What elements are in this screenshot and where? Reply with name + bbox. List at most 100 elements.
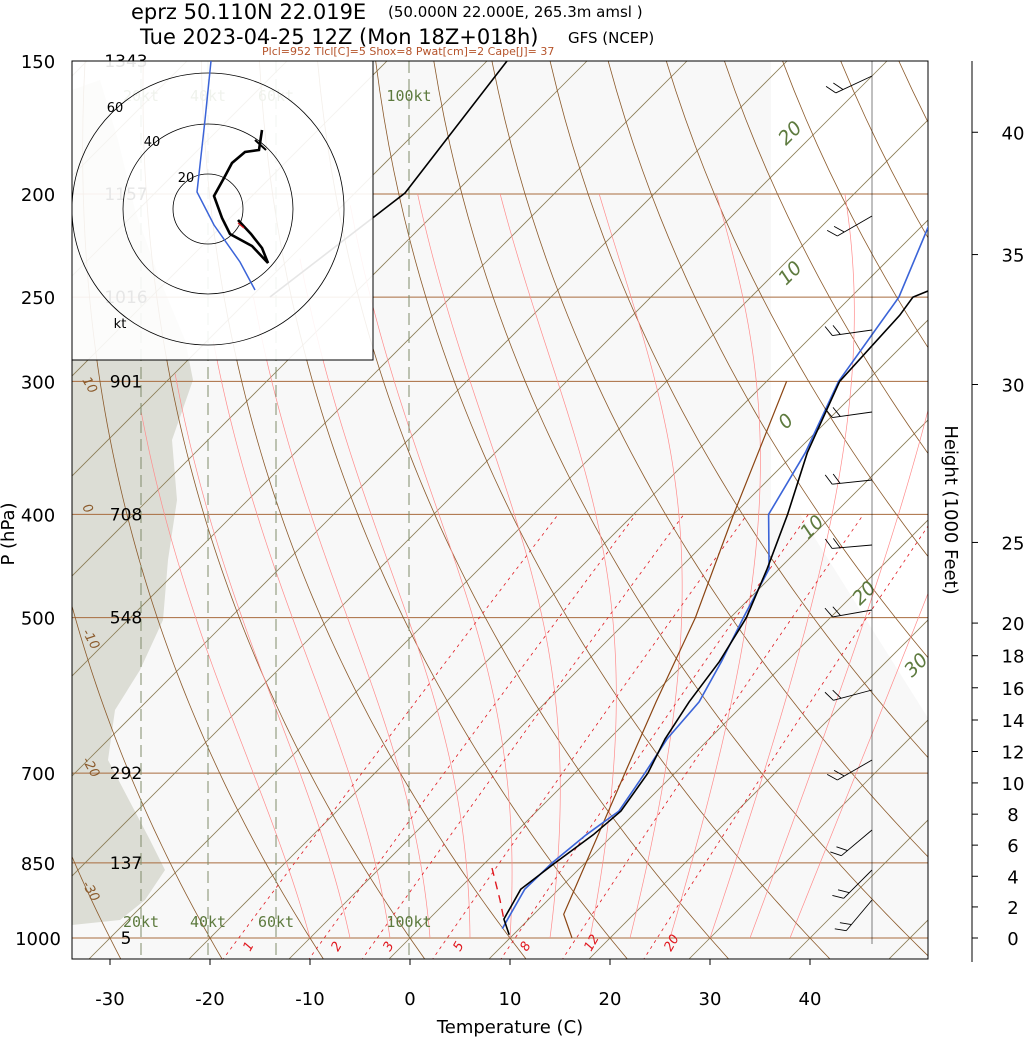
x-tick-label: 10 (499, 989, 522, 1010)
upper-dewpoint-segment (196, 60, 256, 291)
height-tick-label: 40 (1002, 123, 1025, 144)
pressure-tick-label: 850 (21, 854, 55, 875)
wind-barb-flag (839, 922, 852, 925)
wind-barb (824, 473, 873, 485)
isotherm-line (72, 61, 888, 877)
wind-barb (824, 538, 873, 549)
wind-barb-staff (835, 75, 873, 94)
mixing-ratio-line (643, 525, 928, 959)
moist-adiabat (299, 258, 471, 939)
wind-barb-flag (824, 474, 833, 485)
height-tick-label: 20 (1002, 614, 1025, 635)
isotherm-line (72, 61, 788, 777)
pressure-tick-label: 150 (21, 52, 55, 73)
dewpoint-curve (501, 225, 928, 930)
dry-adiabat (665, 61, 928, 558)
x-tick-label: -10 (295, 989, 324, 1010)
wind-barb (824, 606, 873, 618)
height-tick-label: 16 (1002, 679, 1025, 700)
height-tick-label: 25 (1002, 533, 1025, 554)
isotherm-line (72, 61, 688, 677)
wind-speed-label: 40kt (190, 913, 226, 931)
dry-adiabat (607, 61, 928, 659)
x-tick-label: 0 (404, 989, 415, 1010)
hodograph-frame (71, 60, 374, 361)
geopotential-label: 5 (121, 929, 132, 949)
wind-barb-staff (832, 544, 873, 549)
moist-adiabat (598, 193, 683, 939)
wind-barb (832, 869, 873, 899)
plot-frame (71, 60, 929, 960)
dry-adiabat (549, 61, 928, 759)
wind-barb-flag (826, 229, 838, 237)
upper-right-blank (771, 61, 928, 718)
isotherm-line (72, 61, 588, 577)
height-tick-label: 6 (1007, 836, 1018, 857)
wind-barb-staff (832, 479, 873, 485)
pressure-tick-label: 200 (21, 185, 55, 206)
wind-barb (826, 215, 873, 237)
wind-barb-staff (845, 899, 873, 931)
wind-speed-label: 20kt (123, 913, 159, 931)
station-title: eprz 50.110N 22.019E (131, 0, 366, 24)
time-title: Tue 2023-04-25 12Z (Mon 18Z+018h) (139, 25, 538, 49)
isotherm-line (688, 719, 928, 959)
wind-barb-staff (837, 215, 873, 237)
dry-adiabat (82, 61, 324, 959)
wind-barb-flag (833, 82, 844, 90)
wind-speed-label: 60kt (258, 913, 294, 931)
wind-barb-flag (832, 689, 842, 699)
geopotential-label: 137 (110, 854, 142, 874)
wind-barb-flag (824, 691, 834, 701)
isotherm-line (488, 519, 928, 959)
hodograph-ring-label: 40 (144, 135, 161, 150)
dry-adiabat (491, 61, 928, 858)
pressure-tick-label: 400 (21, 505, 55, 526)
hodograph-ring (71, 72, 345, 346)
moist-adiabat (499, 193, 617, 939)
height-tick-label: 30 (1002, 375, 1025, 396)
height-tick-label: 8 (1007, 805, 1018, 826)
wind-barb-flag (832, 473, 841, 484)
height-tick-label: 4 (1007, 867, 1018, 888)
geopotential-label: 292 (110, 764, 142, 784)
wind-barb-staff (841, 829, 873, 857)
wind-barb-staff (837, 759, 873, 781)
wind-barb-flag (832, 407, 841, 417)
dry-adiabat (433, 61, 928, 957)
dry-adiabat (375, 61, 831, 959)
parcel-curve (563, 381, 788, 939)
wind-barb-staff (832, 609, 873, 618)
mixing-ratio-line (361, 514, 685, 959)
wind-barb-flag (832, 895, 844, 899)
wind-barb-staff (832, 411, 873, 419)
height-tick-label: 10 (1002, 774, 1025, 795)
mixing-ratio-label: 12 (581, 932, 602, 954)
geopotential-label: 901 (110, 372, 142, 392)
wind-barb-flag (837, 889, 850, 894)
dry-adiabat (317, 61, 730, 959)
height-tick-label: 12 (1002, 742, 1025, 763)
dry-adiabat (259, 61, 628, 959)
moist-adiabat (140, 411, 311, 939)
wind-barb (834, 899, 873, 932)
wind-barb-flag (824, 326, 833, 336)
wind-barb (824, 325, 873, 337)
wind-barb-flag (832, 325, 841, 335)
pressure-tick-label: 500 (21, 609, 55, 630)
wind-barb-flag (832, 606, 841, 616)
wind-barb (826, 759, 873, 781)
wind-barb-flag (826, 773, 838, 781)
wind-barb-flag (824, 607, 833, 618)
height-tick-label: 0 (1007, 929, 1018, 950)
moist-adiabat (669, 193, 761, 939)
wind-barb-flag (836, 846, 848, 851)
mixing-ratio-label: 20 (661, 932, 682, 954)
pressure-tick-label: 700 (21, 764, 55, 785)
wind-barb-flag (833, 769, 845, 777)
wind-barb-flag (824, 408, 833, 418)
wind-speed-label: 100kt (386, 87, 431, 105)
mixing-ratio-line (562, 514, 864, 959)
wind-barb (825, 75, 873, 94)
geopotential-label: 708 (110, 505, 142, 525)
